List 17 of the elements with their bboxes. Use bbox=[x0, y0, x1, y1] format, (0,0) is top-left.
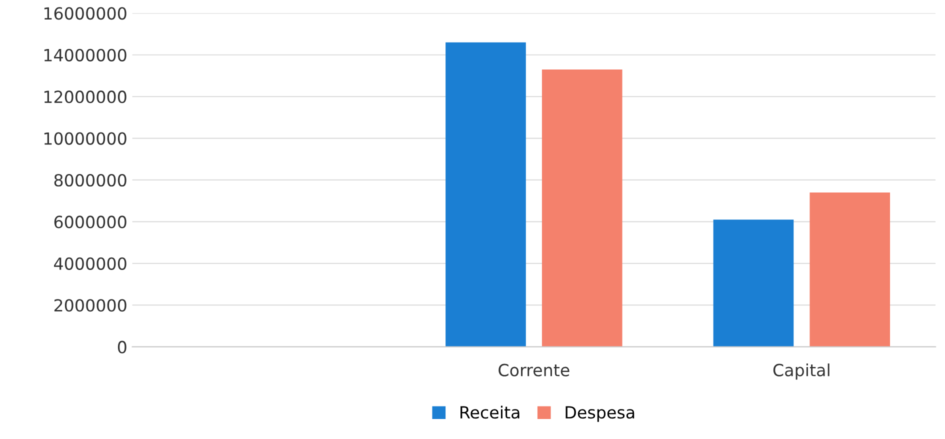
y-tick-label: 0 bbox=[118, 340, 126, 354]
y-tick-label: 12000000 bbox=[44, 90, 126, 104]
legend-label: Despesa bbox=[566, 406, 634, 422]
y-tick-label: 6000000 bbox=[54, 216, 126, 228]
bar bbox=[446, 42, 526, 347]
bar bbox=[810, 192, 890, 347]
y-tick-label: 4000000 bbox=[54, 257, 126, 270]
bar bbox=[542, 69, 622, 347]
x-tick-label: Capital bbox=[773, 363, 830, 380]
y-tick-label: 10000000 bbox=[44, 132, 126, 145]
y-tick-label: 14000000 bbox=[44, 48, 126, 62]
y-tick-label: 2000000 bbox=[54, 299, 126, 312]
bar bbox=[713, 220, 794, 347]
y-tick-label: 8000000 bbox=[54, 174, 126, 187]
legend-label: Receita bbox=[460, 406, 520, 419]
x-tick-label: Corrente bbox=[498, 364, 570, 376]
y-tick-label: 16000000 bbox=[44, 7, 126, 20]
